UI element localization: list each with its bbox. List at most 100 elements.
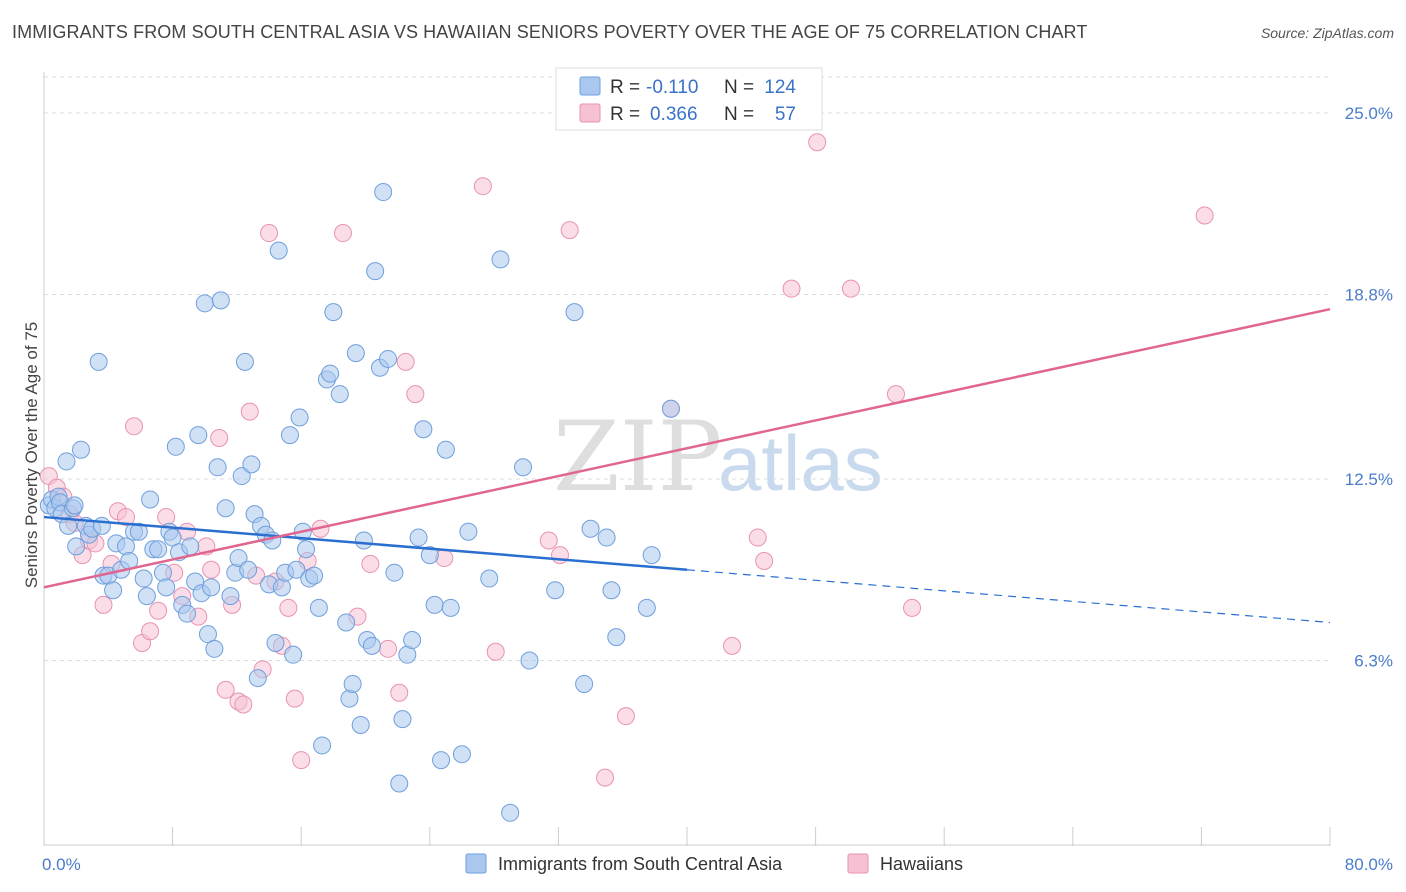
south-central-asia-point xyxy=(581,519,600,538)
south-central-asia-point xyxy=(104,581,123,600)
south-central-asia-point xyxy=(607,628,626,647)
south-central-asia-point xyxy=(290,408,309,427)
south-central-asia-trend-extension xyxy=(686,569,1331,624)
hawaiians-point xyxy=(782,279,801,298)
south-central-asia-point xyxy=(491,250,510,269)
bottom-legend-swatch-pink xyxy=(847,853,869,874)
south-central-asia-point xyxy=(248,669,267,688)
south-central-asia-point xyxy=(181,537,200,556)
bottom-legend-label-pink: Hawaiians xyxy=(880,854,963,874)
south-central-asia-point xyxy=(374,183,393,202)
south-central-asia-point xyxy=(597,528,616,547)
south-central-asia-point xyxy=(65,496,84,515)
watermark: ZIP atlas xyxy=(553,401,883,513)
south-central-asia-point xyxy=(354,531,373,550)
hawaiians-point xyxy=(748,528,767,547)
hawaiians-point xyxy=(596,768,615,787)
south-central-asia-point xyxy=(297,540,316,559)
south-central-asia-point xyxy=(379,349,398,368)
hawaiians-point xyxy=(755,551,774,570)
south-central-asia-point xyxy=(202,578,221,597)
south-central-asia-point xyxy=(324,303,343,322)
south-central-asia-point xyxy=(195,294,214,313)
south-central-asia-point xyxy=(390,774,409,793)
y-tick-label: 18.8% xyxy=(1345,286,1393,305)
south-central-asia-point xyxy=(313,736,332,755)
south-central-asia-point xyxy=(642,546,661,565)
hawaiians-point xyxy=(486,642,505,661)
y-tick-label: 25.0% xyxy=(1345,104,1393,123)
y-tick-label: 6.3% xyxy=(1354,652,1393,671)
hawaiians-point xyxy=(473,177,492,196)
hawaiians-point xyxy=(379,639,398,658)
hawaiians-point xyxy=(723,636,742,655)
south-central-asia-point xyxy=(178,604,197,623)
south-central-asia-point xyxy=(441,598,460,617)
hawaiians-point xyxy=(157,508,176,527)
trend-lines xyxy=(43,307,1331,624)
hawaiians-point xyxy=(149,601,168,620)
south-central-asia-point xyxy=(520,651,539,670)
hawaiians-point xyxy=(435,549,454,568)
hawaiians-point xyxy=(292,751,311,770)
south-central-asia-point xyxy=(216,499,235,518)
hawaiians-point xyxy=(279,598,298,617)
hawaiians-point xyxy=(808,133,827,152)
hawaiians-point xyxy=(1195,206,1214,225)
bottom-legend-swatch-blue xyxy=(465,853,487,874)
south-central-asia-point xyxy=(242,455,261,474)
hawaiians-point xyxy=(841,279,860,298)
south-central-asia-point xyxy=(232,467,251,486)
hawaiians-point xyxy=(406,385,425,404)
south-central-asia-point xyxy=(425,595,444,614)
hawaiians-point xyxy=(560,221,579,240)
y-tick-label: 12.5% xyxy=(1345,470,1393,489)
bottom-legend-label-blue: Immigrants from South Central Asia xyxy=(498,854,783,874)
legend-n-value-pink: 57 xyxy=(775,104,796,125)
south-central-asia-point xyxy=(189,426,208,445)
south-central-asia-point xyxy=(393,710,412,729)
south-central-asia-point xyxy=(432,751,451,770)
south-central-asia-point xyxy=(385,563,404,582)
south-central-asia-point xyxy=(661,399,680,418)
south-central-asia-point xyxy=(67,537,86,556)
hawaiians-point xyxy=(285,689,304,708)
hawaiians-point xyxy=(539,531,558,550)
legend-n-value-blue: 124 xyxy=(764,77,796,98)
legend-swatch-pink xyxy=(579,103,601,123)
south-central-asia-point xyxy=(239,560,258,579)
watermark-atlas: atlas xyxy=(718,419,883,507)
south-central-asia-point xyxy=(366,262,385,281)
south-central-asia-point xyxy=(546,581,565,600)
south-central-asia-point xyxy=(480,569,499,588)
hawaiians-point xyxy=(202,560,221,579)
south-central-asia-point xyxy=(284,645,303,664)
south-central-asia-point xyxy=(409,528,428,547)
hawaiians-point xyxy=(141,622,160,641)
hawaiians-point xyxy=(260,224,279,243)
axes xyxy=(43,72,1331,846)
south-central-asia-point xyxy=(403,631,422,650)
south-central-asia-point xyxy=(59,516,78,535)
hawaiians-point xyxy=(390,683,409,702)
south-central-asia-point xyxy=(269,241,288,260)
legend-n-label-blue: N = xyxy=(724,77,754,98)
south-central-asia-trend-line xyxy=(43,515,688,572)
south-central-asia-point xyxy=(362,636,381,655)
south-central-asia-point xyxy=(166,437,185,456)
south-central-asia-point xyxy=(157,578,176,597)
south-central-asia-point xyxy=(343,674,362,693)
south-central-asia-point xyxy=(459,522,478,541)
hawaiians-trend-line xyxy=(43,307,1331,589)
south-central-asia-point xyxy=(337,613,356,632)
x-tick-label: 80.0% xyxy=(1345,855,1393,874)
south-central-asia-point xyxy=(346,344,365,363)
south-central-asia-point xyxy=(305,566,324,585)
south-central-asia-point xyxy=(211,291,230,310)
south-central-asia-point xyxy=(280,426,299,445)
hawaiians-point xyxy=(234,695,253,714)
legend-r-label-pink: R = xyxy=(610,104,640,125)
watermark-zip: ZIP xyxy=(553,401,722,513)
south-central-asia-point xyxy=(141,490,160,509)
south-central-asia-point xyxy=(205,639,224,658)
